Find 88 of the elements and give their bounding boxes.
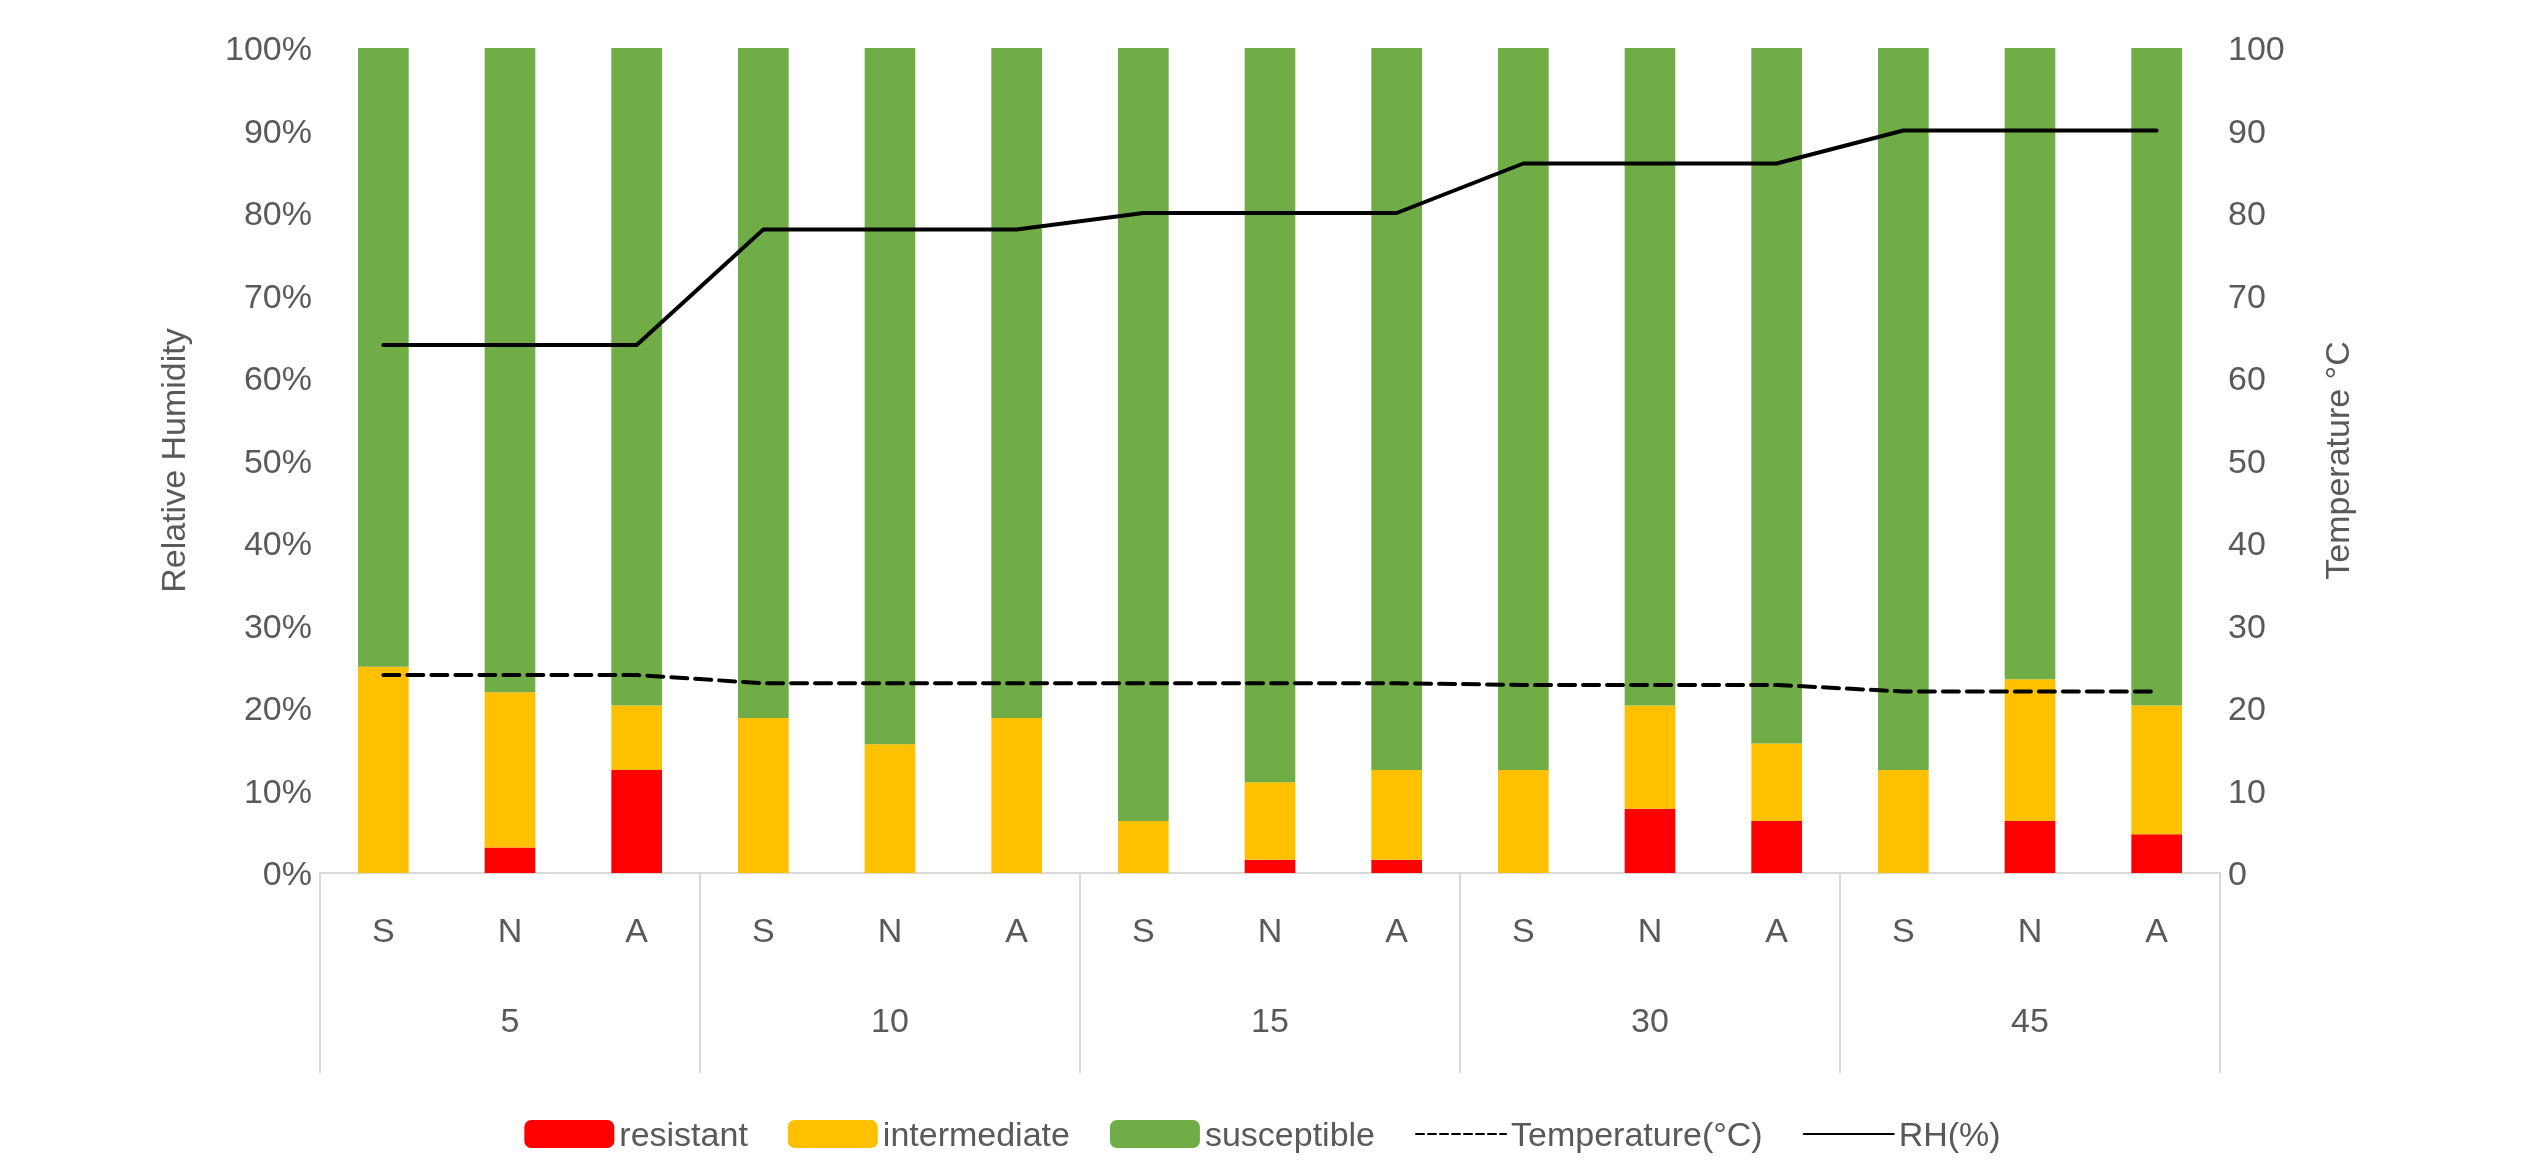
bar <box>2131 834 2182 873</box>
x-tick-label: S <box>751 911 775 949</box>
bar <box>484 847 536 873</box>
bar <box>611 705 662 770</box>
y-tick-label: 40% <box>243 524 312 562</box>
y-tick-label: 10% <box>243 771 312 810</box>
x-tick-label: S <box>1131 911 1155 949</box>
bar <box>864 744 916 873</box>
text: 10 <box>871 1001 909 1039</box>
y2-tick-label: 40 <box>2228 524 2266 562</box>
bar <box>1244 859 1296 873</box>
y-axis-title: Relative Humidity <box>154 328 192 593</box>
bar <box>484 48 536 693</box>
y2-tick-label: 80 <box>2228 194 2266 232</box>
bar <box>1751 743 1802 822</box>
bar <box>738 48 789 718</box>
bar <box>864 48 916 745</box>
y2-tick-label: 30 <box>2228 606 2266 645</box>
bar <box>1244 782 1296 860</box>
y-tick-label: 70% <box>243 276 312 315</box>
x-tick-label: A <box>1765 911 1789 949</box>
bar <box>738 717 789 873</box>
x-tick-label: A <box>625 911 649 949</box>
y-tick-label: 20% <box>243 689 312 727</box>
bar <box>1371 48 1422 770</box>
legend-label: Temperature(°C) <box>1511 1115 1763 1153</box>
x-tick-label: N <box>497 911 523 949</box>
y-tick-label: 60% <box>243 359 312 397</box>
bar <box>611 48 662 706</box>
y-tick-label: 100% <box>225 29 312 67</box>
bar <box>1118 48 1169 822</box>
bar <box>1751 48 1802 744</box>
x-tick-label: N <box>1257 911 1283 949</box>
x-tick-label: N <box>1637 911 1663 949</box>
bar <box>484 692 536 848</box>
bar <box>991 717 1042 873</box>
y-tick-label: 50% <box>243 441 312 480</box>
bar <box>1624 705 1676 809</box>
bar <box>1498 48 1549 770</box>
y2-tick-label: 70 <box>2228 276 2266 315</box>
y2-tick-label: 0 <box>2228 854 2247 892</box>
bar <box>611 769 662 873</box>
x-tick-label: S <box>1511 911 1535 949</box>
bar <box>2004 679 2056 822</box>
x-tick-label: N <box>877 911 903 949</box>
text: 5 <box>500 1001 520 1039</box>
text: 15 <box>1251 1001 1289 1039</box>
bar <box>358 48 409 667</box>
x-tick-label: N <box>2017 911 2043 949</box>
bar <box>358 666 409 873</box>
legend-label: RH(%) <box>1898 1115 2001 1153</box>
x-tick-label: A <box>2145 911 2169 949</box>
bar <box>2131 705 2182 835</box>
bar <box>2004 48 2056 680</box>
bar <box>1371 859 1422 873</box>
bar <box>1371 769 1422 860</box>
x-tick-label: A <box>1385 911 1409 949</box>
text: 45 <box>2011 1001 2049 1039</box>
x-tick-label: A <box>1005 911 1029 949</box>
bar <box>1498 769 1549 873</box>
bar <box>2004 821 2056 873</box>
bar <box>1878 48 1929 770</box>
bar <box>1878 769 1929 873</box>
line-series <box>381 128 2159 347</box>
y-tick-label: 30% <box>243 606 312 645</box>
legend-label: intermediate <box>882 1115 1070 1153</box>
y2-tick-label: 100 <box>2228 29 2285 67</box>
y-tick-label: 0% <box>262 854 312 892</box>
x-tick-label: S <box>1891 911 1915 949</box>
x-tick-label: S <box>371 911 395 949</box>
bar <box>1751 821 1802 873</box>
y-tick-label: 80% <box>243 194 312 232</box>
bar <box>1118 821 1169 873</box>
y2-tick-label: 10 <box>2228 771 2266 810</box>
legend-label: susceptible <box>1204 1115 1376 1153</box>
legend-label: resistant <box>619 1115 749 1153</box>
y2-tick-label: 50 <box>2228 441 2266 480</box>
y2-axis-title: Temperature °C <box>2318 341 2356 580</box>
bar <box>1624 48 1676 706</box>
bar <box>1624 808 1676 873</box>
y2-tick-label: 90 <box>2228 111 2266 150</box>
y-tick-label: 90% <box>243 111 312 150</box>
bar <box>1244 48 1296 783</box>
text: 30 <box>1631 1001 1669 1039</box>
y2-tick-label: 60 <box>2228 359 2266 397</box>
bar <box>2131 48 2182 706</box>
y2-tick-label: 20 <box>2228 689 2266 727</box>
bar <box>991 48 1042 718</box>
